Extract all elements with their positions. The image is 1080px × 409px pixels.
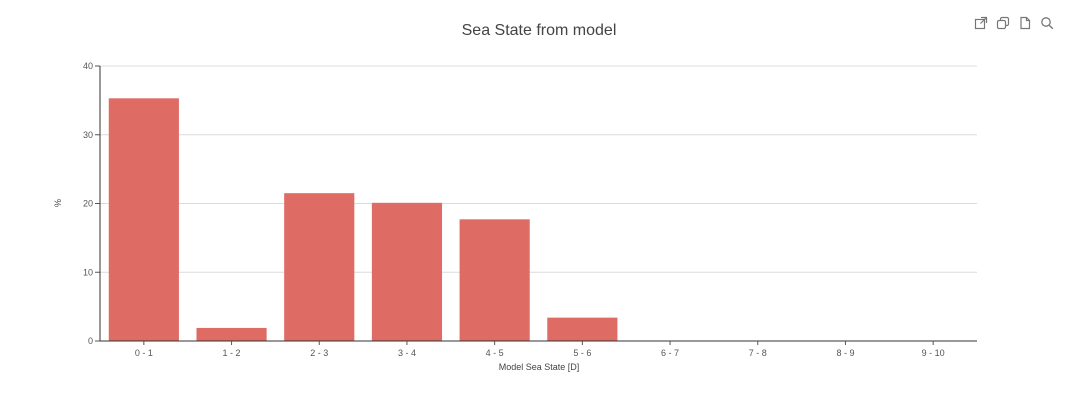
y-tick-label: 0 xyxy=(88,336,93,346)
chart-toolbar xyxy=(972,14,1056,32)
bar xyxy=(284,193,355,341)
y-axis-label: % xyxy=(53,199,63,207)
bar xyxy=(108,98,179,341)
x-tick-label: 6 - 7 xyxy=(661,348,679,358)
x-tick-label: 9 - 10 xyxy=(922,348,945,358)
x-tick-label: 1 - 2 xyxy=(223,348,241,358)
external-link-icon[interactable] xyxy=(972,14,990,32)
bar xyxy=(459,219,530,341)
x-tick-label: 3 - 4 xyxy=(398,348,416,358)
y-tick-label: 20 xyxy=(83,199,93,209)
y-tick-label: 40 xyxy=(83,61,93,71)
bar xyxy=(371,202,443,341)
x-tick-label: 5 - 6 xyxy=(573,348,591,358)
gridlines xyxy=(100,65,977,273)
chart-title: Sea State from model xyxy=(462,22,617,39)
axes: 0 10 20 30 40 0 - 1 1 - 2 2 - 3 3 - 4 4 - 5 5 - 6 6… xyxy=(83,61,977,358)
y-tick-label: 30 xyxy=(83,130,93,140)
bar xyxy=(196,327,267,341)
bars xyxy=(108,98,618,341)
copy-icon[interactable] xyxy=(994,14,1012,32)
x-tick-label: 2 - 3 xyxy=(310,348,328,358)
x-tick-label: 7 - 8 xyxy=(749,348,767,358)
x-tick-label: 4 - 5 xyxy=(486,348,504,358)
bar xyxy=(547,317,618,341)
y-tick-label: 10 xyxy=(83,267,93,277)
x-tick-label: 8 - 9 xyxy=(836,348,854,358)
search-icon[interactable] xyxy=(1038,14,1056,32)
x-axis-label: Model Sea State [D] xyxy=(499,362,580,372)
x-tick-label: 0 - 1 xyxy=(135,348,153,358)
document-icon[interactable] xyxy=(1016,14,1034,32)
